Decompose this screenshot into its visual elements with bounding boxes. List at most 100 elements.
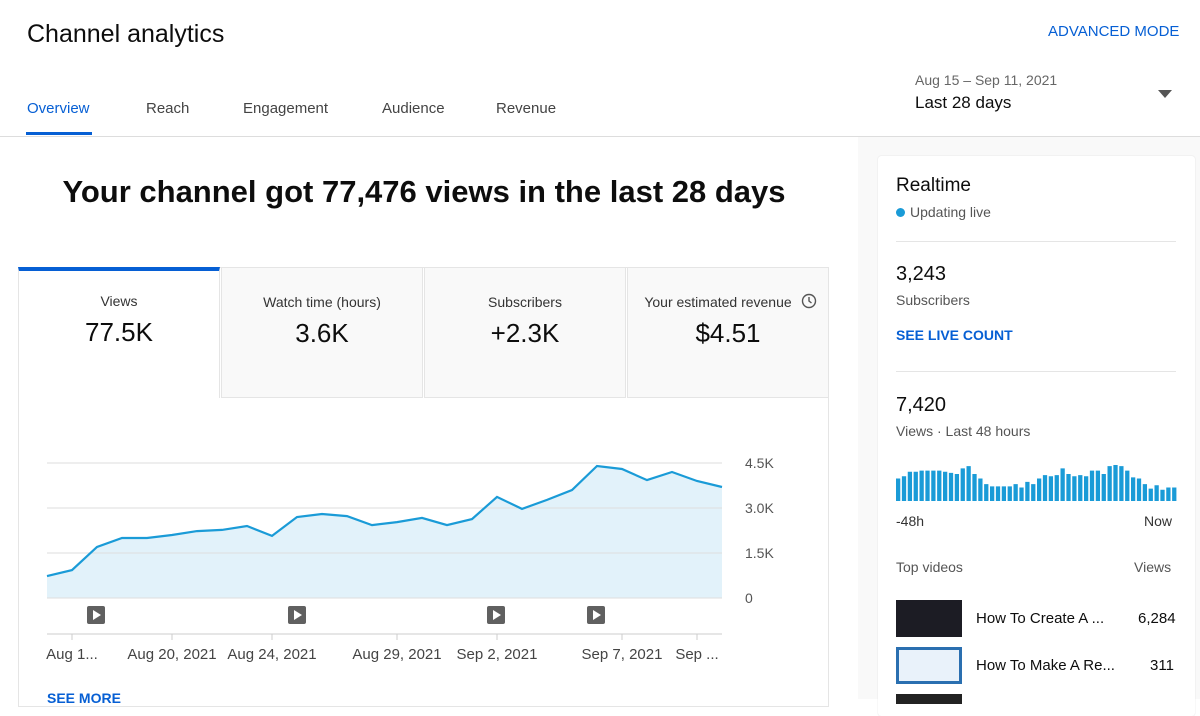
tab[interactable]: Audience [382,100,445,117]
separator [896,371,1176,372]
x-tick-label: Aug 1... [46,646,98,663]
realtime-bar [1031,484,1036,501]
realtime-bar [1154,485,1159,501]
realtime-bar [954,474,960,501]
tab[interactable]: Revenue [496,100,557,117]
tab[interactable]: Overview [27,100,90,117]
realtime-bar [984,484,989,501]
tab[interactable]: Engagement [243,100,329,117]
date-range[interactable]: Aug 15 – Sep 11, 2021 [915,72,1058,88]
metric-value: +2.3K [490,318,560,348]
realtime-bar [1042,475,1048,501]
tab[interactable]: Reach [146,100,190,117]
realtime-bar [960,468,965,501]
metric-label: Watch time (hours) [263,294,381,310]
y-tick-label: 4.5K [745,455,774,471]
realtime-bars [896,465,1177,501]
video-title[interactable]: How To Create A ... [976,610,1105,627]
headline: Your channel got 77,476 views in the las… [62,174,786,209]
realtime-bar [1025,481,1030,501]
metric-tab[interactable]: Subscribers +2.3K [424,267,626,398]
realtime-bar [1001,486,1007,501]
metric-tab[interactable]: Views 77.5K [18,267,220,398]
realtime-bar [1113,465,1118,501]
realtime-bar [1107,466,1112,501]
realtime-bar [1013,484,1018,501]
realtime-bar [907,471,913,501]
video-views: 6,284 [1138,610,1176,627]
metric-value: 77.5K [85,317,153,347]
video-title[interactable]: How To Make A Re... [976,657,1115,674]
thumbnail-inner [899,650,959,681]
metric-tab[interactable]: Your estimated revenue $4.51 [627,267,829,398]
spark-start: -48h [896,513,925,529]
thumbnail[interactable] [896,694,962,704]
realtime-bar [972,474,977,501]
realtime-bar [1125,470,1130,501]
realtime-bar [1172,487,1177,501]
x-tick-label: Sep 7, 2021 [582,646,663,663]
top-videos-title: Top videos [896,559,963,575]
realtime-bar [1160,489,1165,501]
spark-end: Now [1144,513,1173,529]
subscriber-count: 3,243 [896,263,947,285]
realtime-bar [1148,488,1153,501]
area [47,466,722,598]
realtime-bar [990,486,995,501]
y-tick-label: 3.0K [745,500,774,516]
thumbnail[interactable] [896,600,962,637]
live-count-link[interactable]: SEE LIVE COUNT [896,327,1013,343]
realtime-bar [1136,478,1142,501]
realtime-bar [919,470,924,501]
divider [0,136,1200,137]
realtime-bar [1131,477,1136,501]
views-column: Views [1134,559,1172,575]
tab-indicator [26,132,92,135]
x-tick-label: Aug 24, 2021 [227,646,316,663]
dropdown-arrow[interactable] [1158,90,1172,98]
realtime-bar [1089,470,1095,501]
realtime-bar [1037,478,1042,501]
metric-value: $4.51 [695,318,761,348]
x-tick-label: Sep 2, 2021 [457,646,538,663]
x-tick-label: Aug 20, 2021 [127,646,216,663]
realtime-bar [1095,470,1101,501]
realtime-bar [901,476,907,501]
realtime-bar [1084,476,1089,501]
separator [896,241,1176,242]
realtime-bar [1007,486,1012,501]
realtime-bar [943,471,948,501]
realtime-bar [966,466,971,501]
realtime-bar [1078,475,1083,501]
see-more[interactable]: SEE MORE [47,690,121,706]
realtime-bar [978,478,983,501]
metric-label: Views [100,293,138,309]
subscriber-label: Subscribers [896,292,970,308]
realtime-title: Realtime [896,175,971,196]
metric-label: Subscribers [488,294,562,310]
clock-icon [801,293,817,309]
live-dot [896,208,905,217]
metric-tab[interactable]: Watch time (hours) 3.6K [221,267,423,398]
metric-value: 3.6K [295,318,349,348]
metric-label: Your estimated revenue [644,294,792,310]
realtime-bar [913,471,918,501]
realtime-bar [1166,487,1171,501]
y-tick-label: 1.5K [745,545,774,561]
realtime-bar [1019,487,1024,501]
views-chart: 0 1.5K 3.0K 4.5K Aug 1... Aug 20, 2021 Aug 24,… [46,455,774,663]
realtime-bar [937,470,942,501]
realtime-bar [1101,474,1106,501]
realtime-bar [1066,474,1071,501]
realtime-bar [1060,468,1065,501]
advanced-mode[interactable]: ADVANCED MODE [1048,23,1180,40]
x-tick-label: Aug 29, 2021 [352,646,441,663]
line [46,464,723,578]
realtime-bar [931,470,936,501]
realtime-bar [925,470,930,501]
period[interactable]: Last 28 days [915,93,1012,112]
page-title: Channel analytics [27,20,225,48]
views-label: Views · Last 48 hours [896,423,1031,439]
realtime-bar [995,486,1001,501]
realtime-bar [1048,476,1054,501]
